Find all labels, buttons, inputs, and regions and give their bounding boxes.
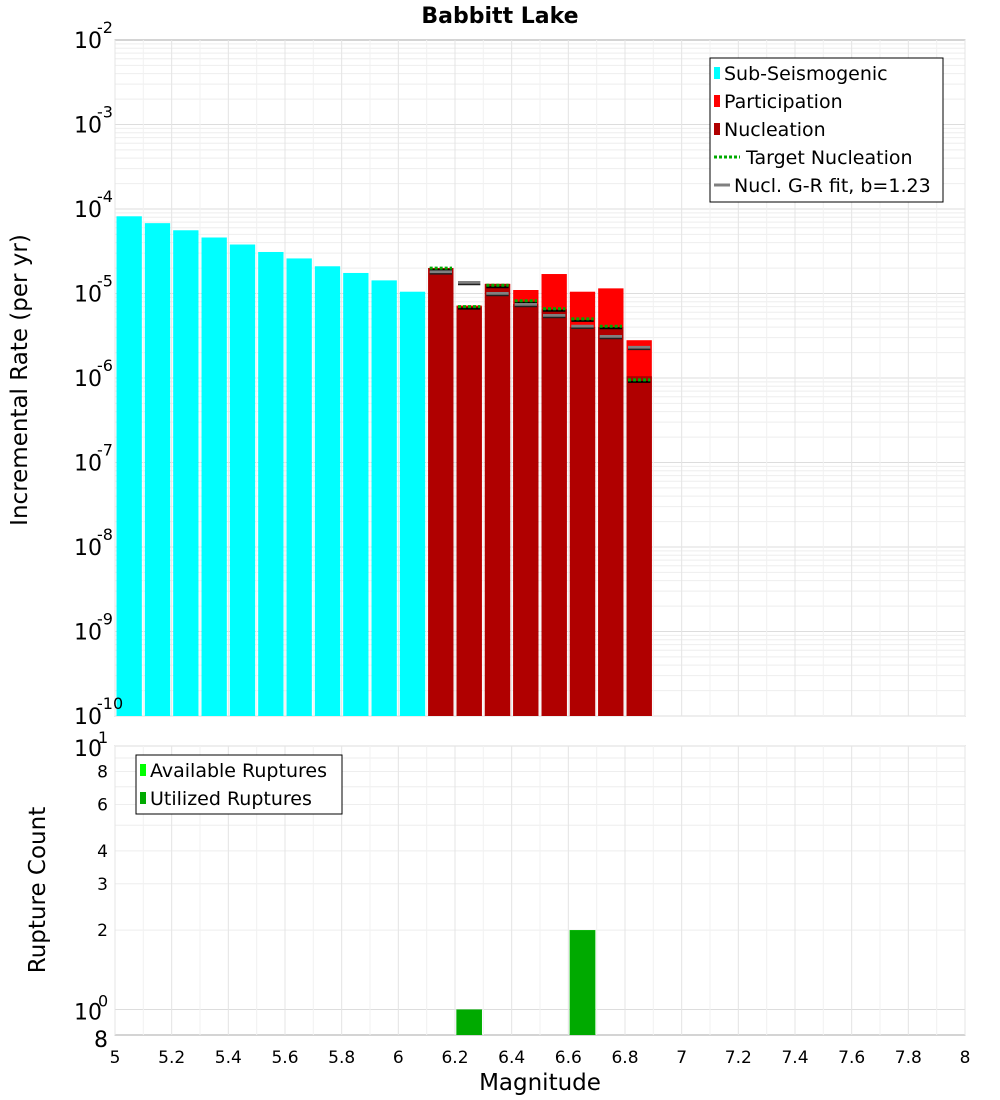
utilized-ruptures-bar	[456, 1009, 482, 1035]
legend-label: Nucleation	[724, 119, 826, 141]
x-tick-label: 6.6	[555, 1048, 582, 1068]
sub-seismogenic-bar	[371, 280, 397, 716]
x-tick-label: 5.4	[215, 1048, 242, 1068]
top-y-tick-label: 10	[74, 705, 102, 730]
legend-label: Participation	[724, 91, 843, 113]
top-y-tick-exponent: -2	[97, 18, 113, 37]
top-y-tick-label: 10	[74, 452, 102, 477]
top-y-tick-label: 10	[74, 198, 102, 223]
top-marks	[429, 266, 651, 383]
nucleation-bar	[569, 327, 596, 716]
top-y-tick-label: 10	[74, 536, 102, 561]
bottom-y-tick-major: 10	[74, 1000, 102, 1025]
nucleation-bar	[484, 283, 511, 716]
chart-title: Babbitt Lake	[421, 4, 578, 29]
x-tick-label: 6.8	[611, 1048, 638, 1068]
legend-swatch	[714, 123, 720, 135]
legend-swatch	[714, 95, 720, 107]
x-tick-label: 6.4	[498, 1048, 525, 1068]
legend-label: Target Nucleation	[745, 147, 913, 169]
x-tick-label: 5.6	[271, 1048, 298, 1068]
utilized-ruptures-bar	[569, 930, 596, 1035]
x-tick-label: 6	[393, 1048, 404, 1068]
top-y-tick-label: 10	[74, 621, 102, 646]
x-ticks: 5 5.2 5.4 5.6 5.8 6 6.2 6.4 6.6 6.8 7 7.2 7.4 7.6 7.8 8	[110, 1048, 971, 1068]
top-legend: Sub-Seismogenic Participation Nucleation Ta…	[709, 57, 944, 203]
nucleation-bar	[626, 376, 652, 716]
sub-seismogenic-bar	[258, 251, 284, 717]
top-y-tick-label: 10	[74, 367, 102, 392]
sub-seismogenic-bar	[229, 244, 256, 716]
bottom-y-tick-label: 4	[97, 842, 108, 862]
top-y-tick-exponent: -4	[97, 187, 113, 206]
x-tick-label: 5.2	[158, 1048, 185, 1068]
bottom-y-tick-major: 10	[74, 737, 102, 762]
bottom-y-tick-label: 2	[97, 921, 108, 941]
bottom-y-tick-exponent: 1	[98, 728, 108, 747]
legend-label: Available Ruptures	[150, 760, 327, 782]
sub-seismogenic-bar	[314, 266, 341, 716]
nucleation-bar	[541, 309, 567, 716]
top-y-tick-exponent: -5	[97, 272, 113, 291]
x-tick-label: 7.8	[895, 1048, 922, 1068]
legend-swatch	[714, 67, 720, 79]
x-axis-label: Magnitude	[479, 1070, 601, 1096]
bottom-y-tick-exponent: 0	[98, 991, 108, 1010]
legend-label: Sub-Seismogenic	[724, 63, 888, 85]
sub-seismogenic-bar	[286, 258, 312, 716]
legend-label: Utilized Ruptures	[150, 788, 312, 810]
legend-label: Nucl. G-R fit, b=1.23	[734, 175, 931, 197]
top-y-tick-exponent: -9	[97, 610, 113, 629]
top-y-tick-label: 10	[74, 114, 102, 139]
x-tick-label: 7.4	[781, 1048, 808, 1068]
x-tick-label: 7	[676, 1048, 687, 1068]
nucleation-bar	[428, 268, 454, 716]
x-tick-label: 7.6	[838, 1048, 865, 1068]
top-bars	[116, 216, 652, 717]
bottom-y-axis-label: Rupture Count	[25, 807, 51, 973]
bottom-y-tick-label: 8	[94, 1028, 108, 1053]
top-y-ticks: 10-210-310-410-510-610-710-810-910-10	[74, 18, 123, 730]
nucleation-bar	[513, 304, 539, 716]
top-y-tick-exponent: -10	[97, 694, 123, 713]
x-tick-label: 8	[960, 1048, 971, 1068]
legend-swatch	[140, 792, 146, 804]
bottom-y-tick-label: 3	[97, 875, 108, 895]
sub-seismogenic-bar	[399, 291, 426, 716]
top-legend-box	[709, 57, 944, 203]
bottom-bars	[456, 930, 596, 1035]
bottom-y-tick-label: 8	[97, 763, 108, 783]
sub-seismogenic-bar	[144, 223, 171, 716]
top-y-tick-exponent: -8	[97, 525, 113, 544]
x-tick-label: 5.8	[328, 1048, 355, 1068]
top-y-tick-exponent: -7	[97, 441, 113, 460]
bottom-legend-box	[135, 754, 343, 815]
top-y-tick-exponent: -6	[97, 356, 113, 375]
sub-seismogenic-bar	[116, 216, 142, 717]
x-tick-label: 5	[110, 1048, 121, 1068]
sub-seismogenic-bar	[173, 230, 199, 716]
top-y-tick-exponent: -3	[97, 103, 113, 122]
top-panel: 10-210-310-410-510-610-710-810-910-10 In…	[7, 18, 966, 730]
x-tick-label: 6.2	[441, 1048, 468, 1068]
nucleation-bar	[598, 327, 624, 716]
nucleation-bar	[456, 306, 482, 716]
legend-swatch	[140, 764, 146, 776]
bottom-legend: Available Ruptures Utilized Ruptures	[135, 754, 343, 815]
top-y-axis-label: Incremental Rate (per yr)	[7, 234, 33, 526]
top-y-tick-label: 10	[74, 29, 102, 54]
x-tick-label: 7.2	[725, 1048, 752, 1068]
top-y-tick-label: 10	[74, 283, 102, 308]
bottom-y-tick-label: 6	[97, 795, 108, 815]
sub-seismogenic-bar	[201, 237, 227, 717]
sub-seismogenic-bar	[343, 272, 369, 716]
